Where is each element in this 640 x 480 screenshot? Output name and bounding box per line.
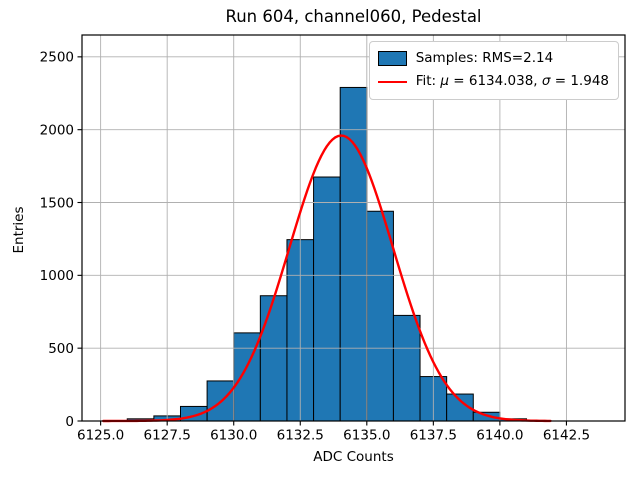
mu-symbol: μ <box>440 73 449 89</box>
histogram-bar <box>366 210 394 422</box>
histogram-bar <box>313 176 341 422</box>
x-tick-label: 6125.0 <box>77 428 124 444</box>
x-tick-label: 6127.5 <box>144 428 191 444</box>
legend-fit-label: Fit: μ = 6134.038, σ = 1.948 <box>416 70 609 93</box>
y-tick-label: 0 <box>65 414 74 430</box>
histogram-bar <box>259 295 288 422</box>
histogram-swatch <box>377 51 407 66</box>
legend-item-fit: Fit: μ = 6134.038, σ = 1.948 <box>377 70 609 93</box>
y-tick-label: 1000 <box>40 268 74 284</box>
histogram-bar <box>339 86 368 422</box>
sigma-symbol: σ <box>541 73 551 89</box>
y-tick-label: 1500 <box>40 195 74 211</box>
y-tick-label: 2000 <box>40 122 74 138</box>
y-tick-label: 2500 <box>40 50 74 66</box>
chart-title: Run 604, channel060, Pedestal <box>225 7 482 26</box>
plot-border <box>81 34 626 422</box>
x-tick-label: 6135.0 <box>343 428 390 444</box>
x-tick-label: 6140.0 <box>476 428 523 444</box>
y-axis-label: Entries <box>11 206 27 254</box>
x-tick-label: 6137.5 <box>410 428 457 444</box>
x-tick-label: 6142.5 <box>543 428 590 444</box>
x-axis-label: ADC Counts <box>313 449 394 465</box>
fit-line-swatch <box>377 80 407 83</box>
x-tick-label: 6130.0 <box>210 428 257 444</box>
legend-fit-mu-value: = 6134.038, <box>448 73 542 89</box>
legend-samples-label: Samples: RMS=2.14 <box>415 50 554 66</box>
legend-fit-prefix: Fit: <box>415 73 441 89</box>
fit-curve <box>102 134 552 423</box>
y-tick-label: 500 <box>48 341 74 357</box>
x-tick-label: 6132.5 <box>277 428 324 444</box>
legend-item-samples: Samples: RMS=2.14 <box>377 47 609 70</box>
legend-fit-sigma-value: = 1.948 <box>550 73 609 89</box>
legend: Samples: RMS=2.14 Fit: μ = 6134.038, σ =… <box>368 41 619 100</box>
histogram-bar <box>392 314 421 422</box>
